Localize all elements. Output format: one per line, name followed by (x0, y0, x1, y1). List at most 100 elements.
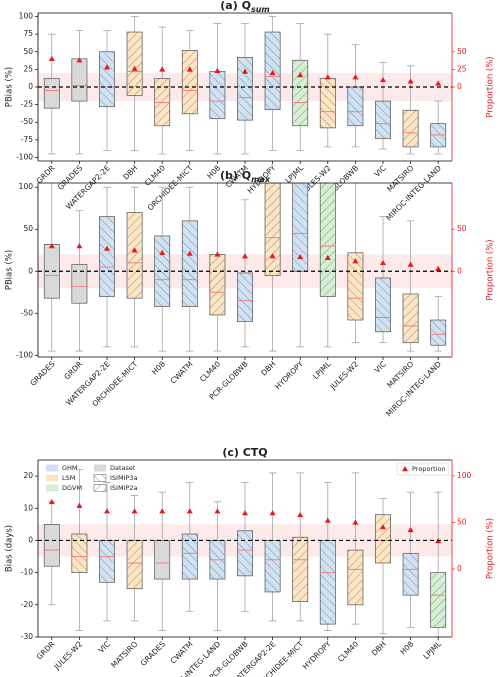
legend-hatch (94, 474, 106, 482)
y-tick-label: -10 (21, 568, 33, 577)
x-tick-label: LPJML (311, 359, 333, 381)
legend-frame (396, 462, 450, 476)
y2-axis-label: Proportion (%) (486, 239, 496, 300)
x-tick-label: VIC (97, 639, 112, 654)
legend-marker (402, 466, 408, 472)
y-tick-label: -25 (21, 100, 33, 109)
y-tick-label: 100 (19, 182, 34, 191)
proportion-marker (104, 64, 110, 70)
box-hatch (154, 235, 170, 307)
title-sub: max (251, 175, 271, 184)
y2-axis-label: Proportion (%) (486, 56, 496, 117)
proportion-marker (380, 76, 386, 83)
box-hatch (375, 277, 391, 332)
legend-hatch (94, 484, 106, 492)
proportion-marker (269, 69, 276, 76)
proportion-marker (324, 254, 331, 261)
box-hatch (182, 220, 198, 307)
box-hatch (292, 183, 308, 272)
legend-label: ISIMIP3a (110, 474, 138, 482)
box-hatch (292, 60, 308, 126)
proportion-marker (297, 72, 304, 78)
legend-swatch (46, 474, 58, 482)
y2-tick-label: 50 (457, 517, 467, 526)
box-hatch (347, 87, 363, 126)
y-tick-label: -50 (21, 308, 33, 317)
box-hatch (182, 534, 198, 580)
box-hatch (237, 57, 253, 121)
box-hatch (347, 252, 363, 321)
x-tick-label: LPJML (421, 639, 443, 661)
proportion-marker (131, 65, 138, 71)
y-tick-label: -100 (16, 350, 33, 359)
y-tick-label: 10 (23, 503, 33, 512)
proportion-marker (352, 519, 359, 525)
title-main: (b) Q (220, 169, 251, 182)
box-hatch (127, 32, 143, 96)
box-hatch (265, 540, 281, 592)
box (154, 540, 171, 580)
proportion-marker (48, 55, 55, 62)
proportion-marker (131, 247, 138, 253)
proportion-marker (186, 508, 193, 514)
y-axis-label: Bias (days) (5, 525, 15, 572)
title-main: (a) Q (220, 0, 251, 12)
y-tick-label: 0 (28, 82, 33, 91)
panel (38, 16, 452, 155)
x-tick-label: DBH (121, 163, 139, 181)
box (71, 264, 88, 304)
y-tick-label: 25 (23, 64, 33, 73)
proportion-marker (186, 250, 193, 256)
x-tick-label: HYDROPY (301, 639, 333, 671)
box (43, 78, 60, 109)
box-hatch (99, 51, 115, 107)
x-tick-label: GRDR (62, 359, 84, 381)
x-tick-label: DBH (259, 359, 277, 377)
proportion-marker (380, 259, 386, 266)
y2-tick-label: 0 (457, 266, 462, 275)
proportion-marker (352, 258, 359, 264)
box-hatch (375, 101, 391, 139)
proportion-marker (48, 243, 55, 249)
legend-label: DGVM (62, 484, 82, 492)
y-tick-label: 0 (28, 266, 33, 275)
x-tick-label: CLM40 (198, 359, 223, 384)
box-hatch (320, 78, 336, 128)
proportion-marker (269, 510, 276, 516)
y-axis-label: PBias (%) (5, 67, 15, 107)
legend-swatch (94, 464, 106, 472)
title-main: (c) CTQ (222, 446, 267, 459)
x-tick-label: CLM40 (336, 639, 361, 664)
y-tick-label: -75 (21, 135, 33, 144)
legend-label: Proportion (412, 465, 446, 473)
box-hatch (99, 216, 115, 297)
proportion-marker (297, 511, 304, 518)
x-tick-label: GRADES (139, 639, 168, 668)
proportion-marker (435, 80, 442, 86)
box-hatch (320, 540, 336, 625)
legend-label: ISIMIP2a (110, 484, 138, 492)
y-tick-label: 50 (23, 47, 33, 56)
box-hatch (320, 183, 336, 297)
y2-tick-label: 0 (457, 564, 462, 573)
x-tick-label: MIROC-INTEG-LAND (384, 163, 443, 222)
proportion-marker (214, 251, 221, 257)
y-tick-label: -20 (21, 600, 33, 609)
box-hatch (375, 514, 391, 563)
y-tick-label: -30 (21, 632, 33, 641)
proportion-marker (380, 524, 386, 530)
x-tick-label: H08 (398, 639, 415, 656)
proportion-marker (407, 526, 414, 533)
x-tick-label: JULES-W2 (52, 639, 85, 672)
proportion-marker (159, 66, 166, 72)
proportion-marker (104, 245, 110, 251)
y2-tick-label: 50 (457, 47, 467, 56)
x-tick-label: H08 (150, 359, 167, 376)
title-sub: sum (251, 5, 270, 14)
y-tick-label: -100 (16, 152, 33, 161)
box-hatch (237, 272, 253, 322)
y-tick-label: 20 (23, 471, 33, 480)
box-hatch (430, 572, 446, 628)
proportion-marker (214, 67, 221, 73)
